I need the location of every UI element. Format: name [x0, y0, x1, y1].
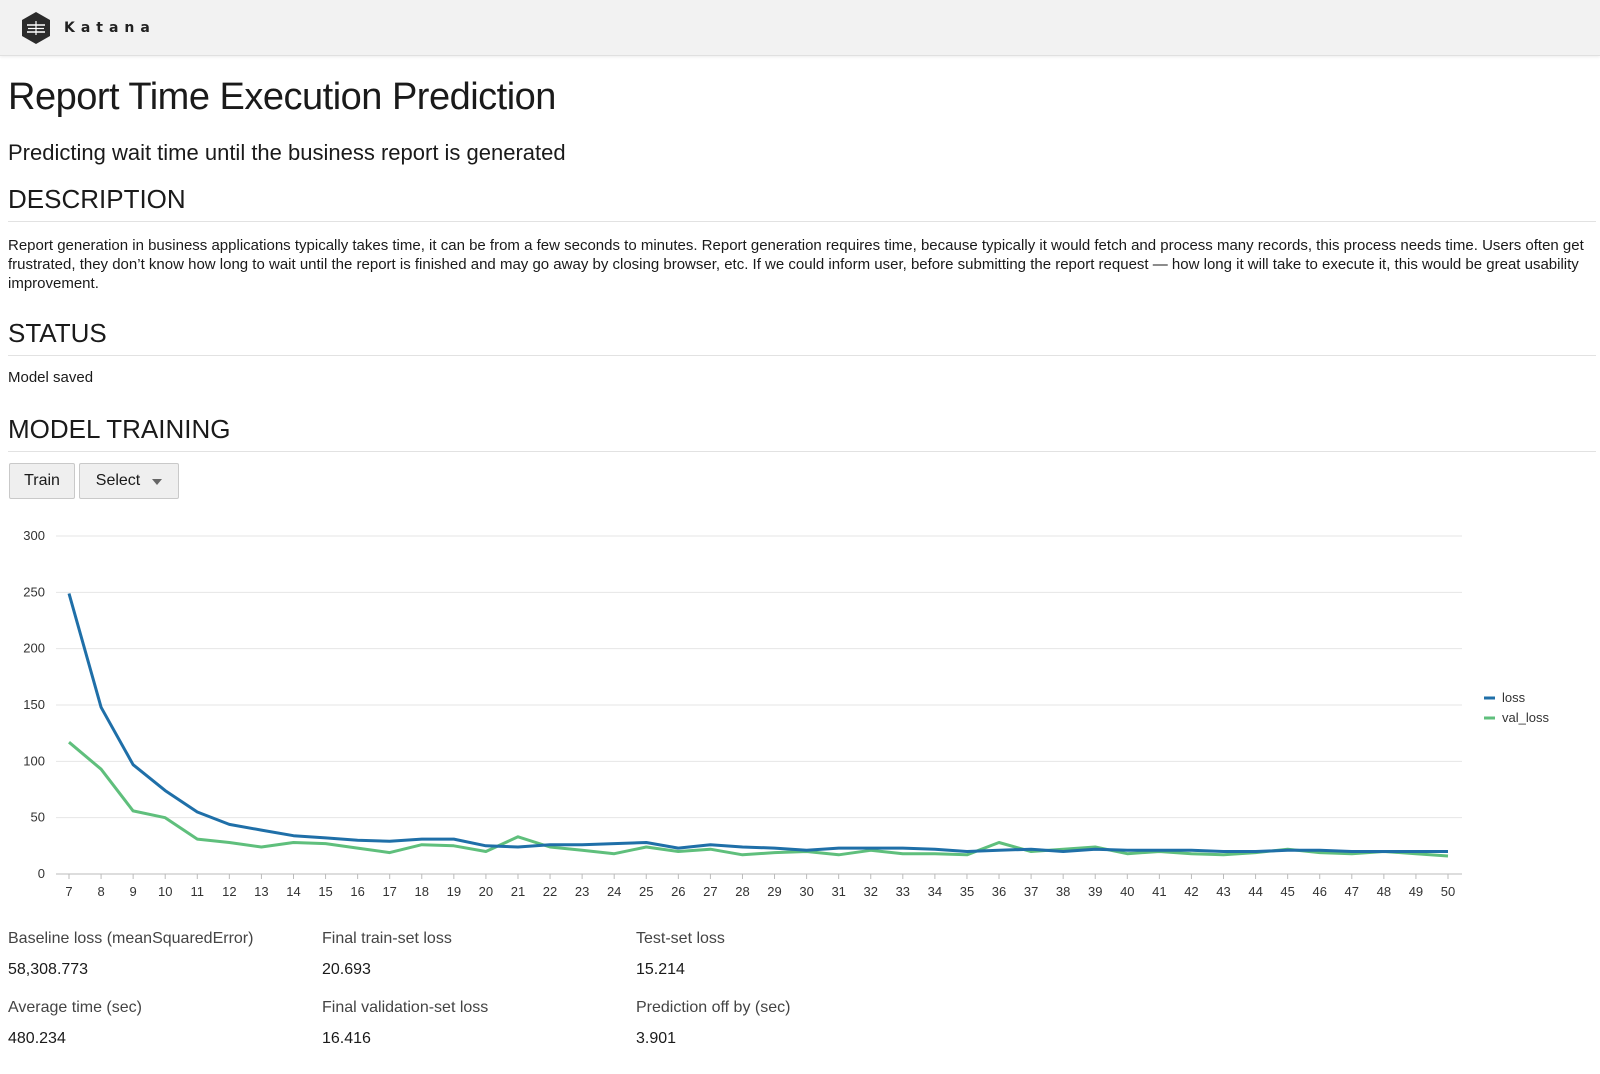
- baseline-loss-value: 58,308.773: [8, 961, 89, 978]
- x-tick-label: 36: [992, 884, 1006, 899]
- x-tick-label: 41: [1152, 884, 1166, 899]
- baseline-loss-label: Baseline loss (meanSquaredError): [8, 930, 254, 947]
- final-validation-loss-value: 16.416: [322, 1030, 371, 1047]
- test-set-loss-value: 15.214: [636, 961, 685, 978]
- x-tick-label: 31: [831, 884, 845, 899]
- train-button[interactable]: Train: [9, 463, 75, 499]
- final-train-loss-label: Final train-set loss: [322, 930, 452, 947]
- chart-grid: [56, 535, 1462, 875]
- prediction-off-value: 3.901: [636, 1030, 677, 1047]
- x-tick-label: 7: [65, 884, 72, 899]
- train-button-label: Train: [24, 472, 60, 489]
- x-tick-label: 29: [767, 884, 781, 899]
- page-title: Report Time Execution Prediction: [8, 76, 556, 118]
- y-tick-label: 100: [23, 753, 45, 768]
- x-tick-label: 35: [960, 884, 974, 899]
- final-train-loss-value: 20.693: [322, 961, 371, 978]
- final-validation-loss-label: Final validation-set loss: [322, 999, 489, 1016]
- status-heading: STATUS: [8, 318, 1596, 356]
- y-tick-label: 0: [38, 866, 45, 881]
- y-tick-label: 50: [31, 810, 45, 825]
- brand-name: Katana: [64, 20, 156, 36]
- y-tick-label: 150: [23, 697, 45, 712]
- average-time-label: Average time (sec): [8, 999, 142, 1016]
- x-tick-label: 8: [97, 884, 104, 899]
- legend-label: loss: [1502, 690, 1526, 705]
- y-tick-label: 200: [23, 641, 45, 656]
- x-tick-label: 13: [254, 884, 268, 899]
- average-time-value: 480.234: [8, 1030, 66, 1047]
- x-tick-label: 47: [1345, 884, 1359, 899]
- x-tick-label: 10: [158, 884, 172, 899]
- description-text: Report generation in business applicatio…: [8, 237, 1584, 292]
- y-tick-label: 250: [23, 584, 45, 599]
- x-tick-label: 15: [318, 884, 332, 899]
- x-tick-label: 27: [703, 884, 717, 899]
- x-tick-label: 45: [1280, 884, 1294, 899]
- series-line-val_loss: [68, 741, 1449, 858]
- x-tick-label: 49: [1409, 884, 1423, 899]
- status-text: Model saved: [8, 369, 94, 386]
- top-navbar: Katana: [0, 0, 1600, 56]
- x-tick-label: 21: [511, 884, 525, 899]
- select-dropdown[interactable]: Select: [79, 463, 179, 499]
- x-tick-label: 22: [543, 884, 557, 899]
- x-tick-label: 37: [1024, 884, 1038, 899]
- chart-legend[interactable]: loss val_loss: [1484, 690, 1549, 725]
- x-tick-label: 23: [575, 884, 589, 899]
- x-tick-label: 33: [896, 884, 910, 899]
- x-tick-label: 14: [286, 884, 300, 899]
- x-tick-label: 25: [639, 884, 653, 899]
- x-tick-label: 20: [479, 884, 493, 899]
- x-tick-label: 30: [799, 884, 813, 899]
- caret-down-icon: [152, 479, 163, 485]
- x-tick-label: 40: [1120, 884, 1134, 899]
- legend-item-val_loss[interactable]: val_loss: [1484, 710, 1549, 725]
- x-tick-label: 43: [1216, 884, 1230, 899]
- x-tick-label: 12: [222, 884, 236, 899]
- select-dropdown-label: Select: [95, 472, 141, 489]
- x-tick-label: 38: [1056, 884, 1070, 899]
- x-tick-label: 9: [130, 884, 137, 899]
- x-tick-label: 19: [447, 884, 461, 899]
- katana-logo-icon: [22, 12, 50, 44]
- x-tick-label: 28: [735, 884, 749, 899]
- x-tick-label: 18: [415, 884, 429, 899]
- chart-y-axis: 0 50 100 150 200 250 300: [23, 528, 45, 881]
- x-tick-label: 46: [1312, 884, 1326, 899]
- x-tick-label: 39: [1088, 884, 1102, 899]
- x-tick-label: 11: [191, 884, 205, 899]
- description-heading: DESCRIPTION: [8, 184, 1596, 222]
- legend-label: val_loss: [1502, 710, 1549, 725]
- page-subtitle: Predicting wait time until the business …: [8, 140, 566, 165]
- prediction-off-label: Prediction off by (sec): [636, 999, 791, 1016]
- chart-x-axis: 7 8 9 10 11 12 13 14 15 16 17 18 19 20 21 22 23 24 25 26 27 2…: [65, 874, 1455, 899]
- series-line-loss: [67, 593, 1448, 853]
- x-tick-label: 44: [1248, 884, 1262, 899]
- x-tick-label: 42: [1184, 884, 1198, 899]
- x-tick-label: 32: [864, 884, 878, 899]
- model-training-heading: MODEL TRAINING: [8, 414, 1596, 452]
- x-tick-label: 48: [1377, 884, 1391, 899]
- x-tick-label: 50: [1441, 884, 1455, 899]
- brand[interactable]: Katana: [20, 10, 156, 46]
- test-set-loss-label: Test-set loss: [636, 930, 725, 947]
- x-tick-label: 34: [928, 884, 942, 899]
- loss-chart: 0 50 100 150 200 250 300 7 8 9 10 11 12 13 14 15 16 17 18…: [23, 528, 1549, 899]
- legend-item-loss[interactable]: loss: [1484, 690, 1526, 705]
- y-tick-label: 300: [23, 528, 45, 543]
- x-tick-label: 16: [350, 884, 364, 899]
- x-tick-label: 26: [671, 884, 685, 899]
- chart-series: [67, 593, 1449, 858]
- x-tick-label: 17: [382, 884, 396, 899]
- x-tick-label: 24: [607, 884, 621, 899]
